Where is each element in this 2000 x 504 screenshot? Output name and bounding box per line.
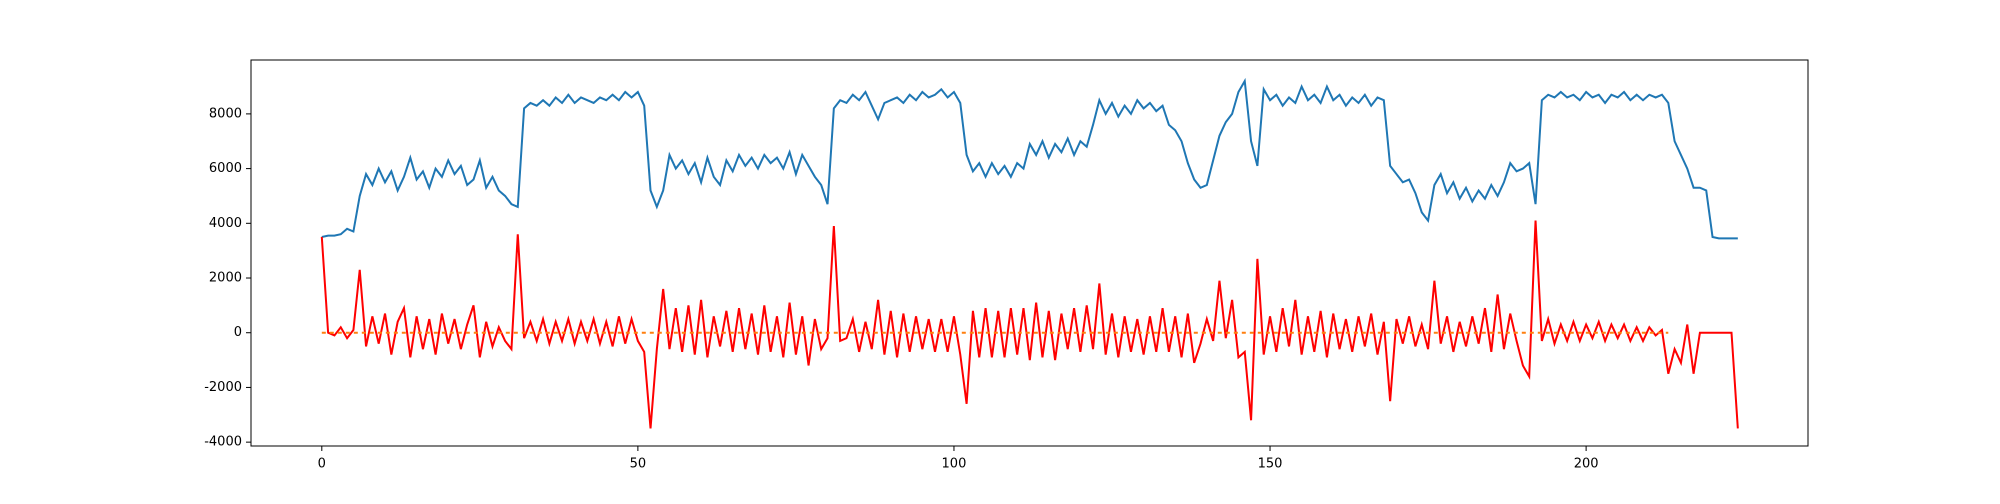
y-tick-label: 2000 — [209, 271, 242, 286]
y-tick-label: 8000 — [209, 106, 242, 121]
y-tick-label: -2000 — [204, 380, 242, 395]
x-tick-label: 150 — [1258, 457, 1283, 472]
plot-frame — [250, 59, 1809, 447]
y-tick-label: 4000 — [209, 216, 242, 231]
series-line — [321, 77, 1738, 240]
y-tick-label: -4000 — [204, 435, 242, 450]
x-tick-label: 100 — [942, 457, 967, 472]
y-tick-label: 6000 — [209, 161, 242, 176]
series-line — [320, 220, 1739, 429]
y-tick-label: 0 — [234, 325, 242, 340]
x-tick-label: 200 — [1574, 457, 1599, 472]
x-tick-label: 50 — [630, 457, 647, 472]
x-tick-label: 0 — [318, 457, 326, 472]
